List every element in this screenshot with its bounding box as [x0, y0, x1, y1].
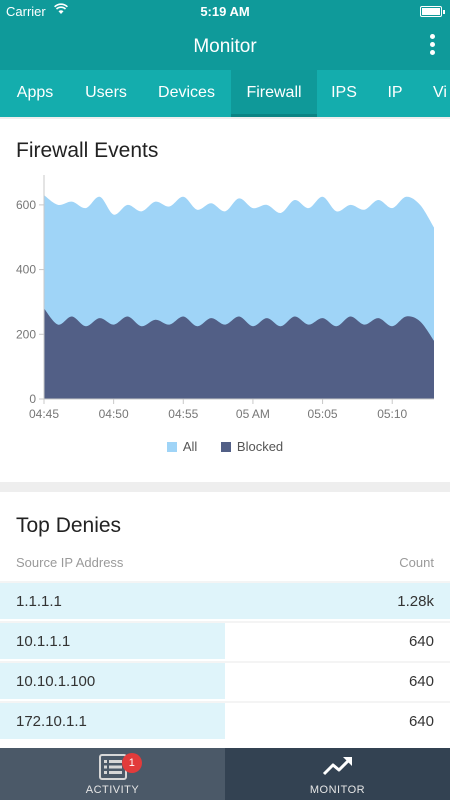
firewall-events-title: Firewall Events — [16, 139, 159, 162]
bottom-tab-monitor-label: MONITOR — [309, 784, 366, 796]
firewall-events-chart: 0 200 400 600 04:45 04:50 04:55 05 AM 05:05 05:10 — [16, 175, 434, 421]
y-tick-label: 600 — [16, 198, 36, 212]
row-ip: 172.10.1.1 — [16, 713, 87, 730]
top-denies-title: Top Denies — [16, 514, 122, 537]
y-tick-label: 0 — [29, 392, 36, 406]
legend-all[interactable]: All — [166, 439, 198, 454]
row-share-bar — [0, 583, 450, 619]
tab-firewall[interactable]: Firewall — [231, 70, 317, 117]
wifi-icon — [54, 3, 68, 14]
bottom-tab-activity[interactable]: 1 ACTIVITY — [0, 748, 225, 800]
row-count: 640 — [408, 673, 434, 690]
tab-ip[interactable]: IP — [387, 84, 403, 101]
row-share-bar — [0, 703, 225, 739]
x-tick-label: 05:10 — [377, 407, 407, 421]
carrier-label: Carrier — [6, 4, 46, 19]
legend-blocked-swatch — [220, 442, 231, 452]
legend-all-label: All — [182, 439, 198, 454]
page-title: Monitor — [193, 36, 257, 57]
top-denies-card: Top Denies Source IP Address Count 1.1.1… — [0, 492, 450, 748]
firewall-events-card: Firewall Events 0 200 400 600 04:45 04:50 04:5… — [0, 119, 450, 482]
bottom-tab-monitor[interactable]: MONITOR — [225, 748, 450, 800]
y-tick-label: 400 — [16, 263, 36, 277]
section-tabs: Apps Users Devices Firewall IPS IP Vi — [0, 70, 450, 117]
row-count: 640 — [408, 633, 434, 650]
column-header-count: Count — [399, 555, 434, 570]
tab-devices[interactable]: Devices — [158, 84, 215, 101]
more-options-icon[interactable] — [426, 34, 438, 60]
legend-all-swatch — [166, 442, 177, 452]
tab-partial[interactable]: Vi — [433, 84, 447, 101]
activity-list-icon — [98, 754, 127, 780]
table-row[interactable]: 10.10.1.100 640 — [0, 661, 450, 699]
table-row[interactable]: 1.1.1.1 1.28k — [0, 581, 450, 619]
row-ip: 10.1.1.1 — [16, 633, 71, 650]
row-share-bar — [0, 663, 225, 699]
row-share-bar — [0, 623, 225, 659]
tab-ips[interactable]: IPS — [331, 84, 357, 101]
legend-blocked[interactable]: Blocked — [220, 439, 284, 454]
battery-icon — [420, 6, 445, 17]
row-ip: 10.10.1.100 — [16, 673, 96, 690]
row-count: 1.28k — [397, 593, 434, 610]
y-tick-label: 200 — [16, 327, 36, 341]
bottom-tab-activity-label: ACTIVITY — [85, 784, 140, 796]
bottom-tab-bar: 1 ACTIVITY MONITOR — [0, 748, 450, 800]
activity-badge: 1 — [122, 753, 142, 773]
table-row[interactable]: 10.1.1.1 640 — [0, 621, 450, 659]
nav-bar: Monitor — [0, 24, 450, 70]
status-bar: Carrier 5:19 AM — [0, 0, 450, 24]
row-ip: 1.1.1.1 — [16, 593, 62, 610]
column-header-source-ip: Source IP Address — [16, 555, 124, 570]
series-area-blocked — [44, 308, 434, 399]
chart-legend: All Blocked — [0, 439, 450, 454]
legend-blocked-label: Blocked — [236, 439, 284, 454]
status-time: 5:19 AM — [200, 4, 250, 19]
table-row[interactable]: 172.10.1.1 640 — [0, 701, 450, 739]
tab-users[interactable]: Users — [85, 84, 127, 101]
row-count: 640 — [408, 713, 434, 730]
x-tick-label: 04:55 — [168, 407, 198, 421]
trending-up-icon — [322, 757, 352, 776]
tab-apps[interactable]: Apps — [16, 84, 54, 101]
x-tick-label: 05 AM — [236, 407, 270, 421]
x-tick-label: 05:05 — [308, 407, 338, 421]
x-tick-label: 04:45 — [29, 407, 59, 421]
x-tick-label: 04:50 — [99, 407, 129, 421]
